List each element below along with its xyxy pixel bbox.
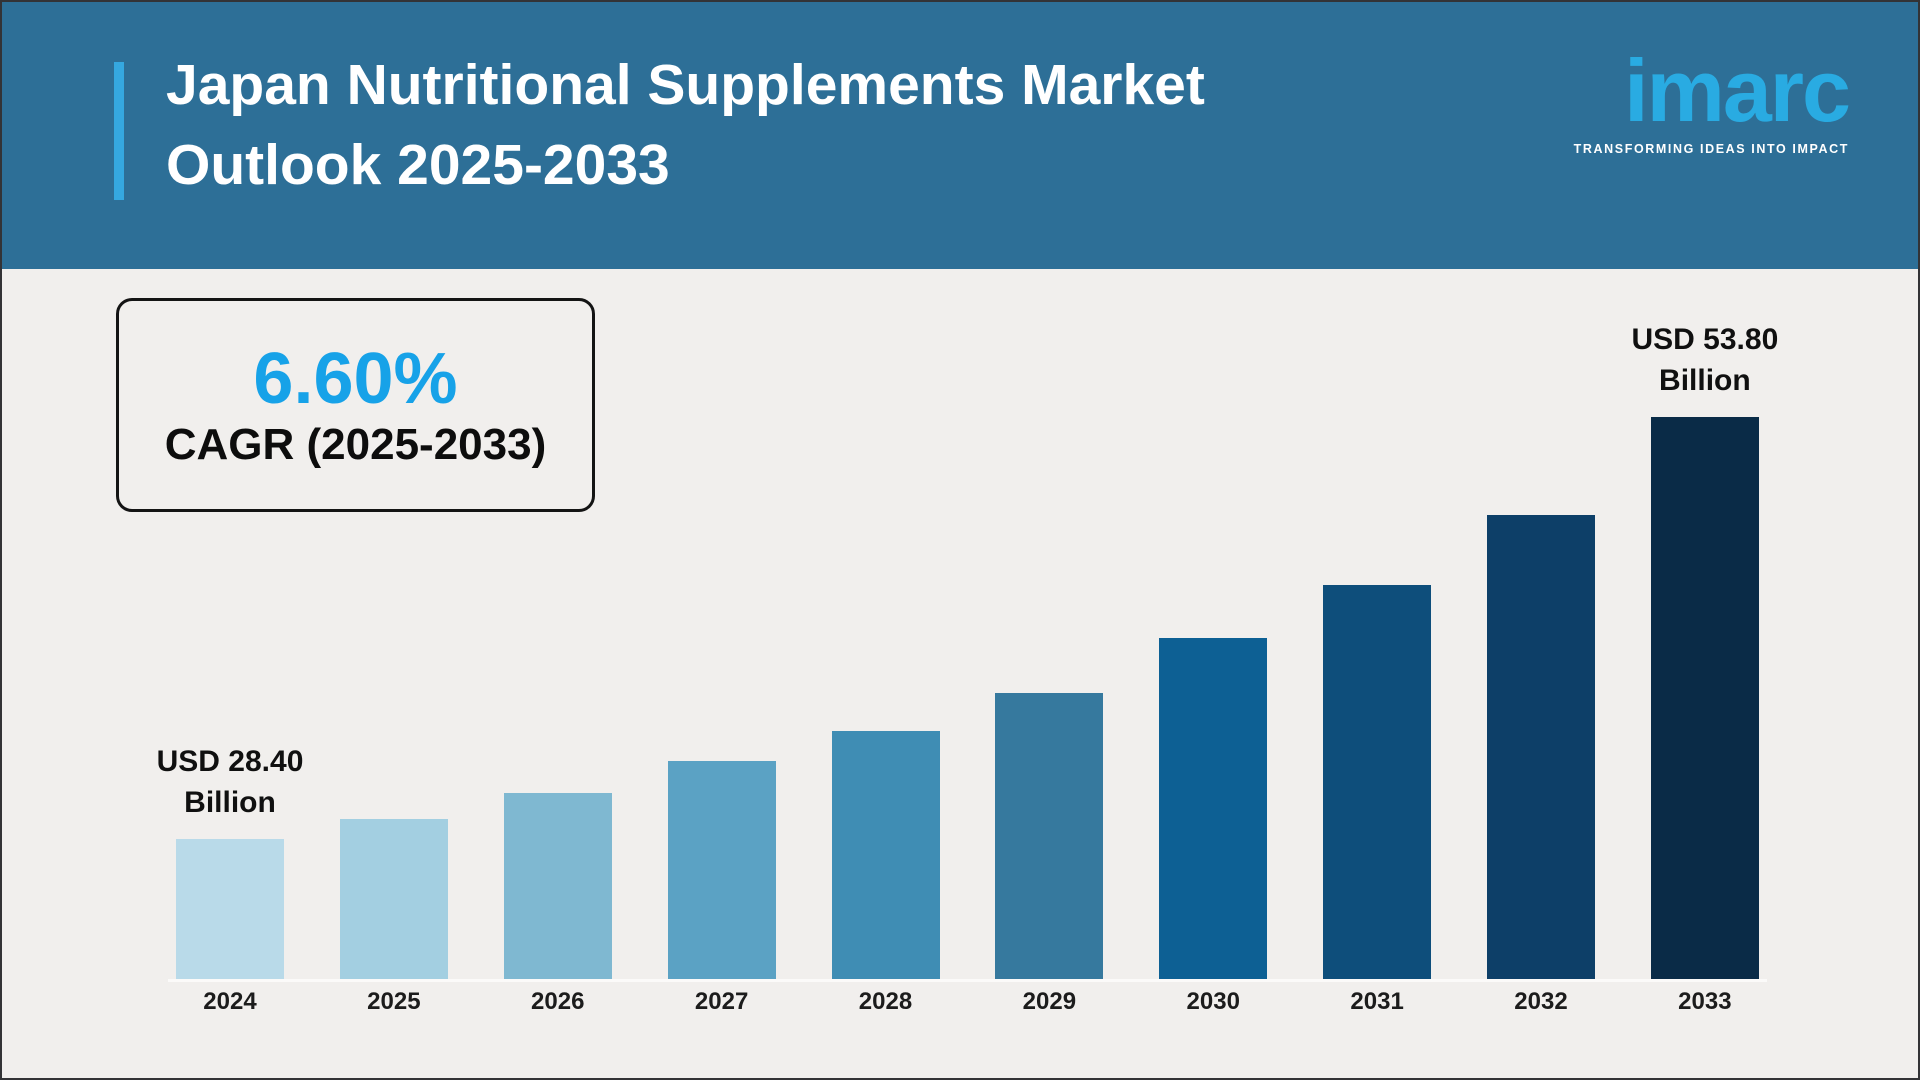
cagr-label: CAGR (2025-2033) (164, 420, 547, 469)
bar-2029 (995, 693, 1104, 980)
title-line-2: Outlook 2025-2033 (166, 132, 670, 197)
year-label-2030: 2030 (1186, 988, 1240, 1016)
header: Japan Nutritional Supplements Market Out… (2, 2, 1918, 269)
year-label-2031: 2031 (1350, 988, 1404, 1016)
bar-column-2031: 2031 (1323, 585, 1432, 1016)
bar-2032 (1487, 515, 1595, 980)
year-label-2025: 2025 (367, 988, 421, 1016)
bar-2026 (503, 793, 612, 980)
page-title: Japan Nutritional Supplements Market Out… (166, 46, 1205, 206)
bar-column-2027: 2027 (667, 761, 776, 1016)
cagr-box: 6.60% CAGR (2025-2033) (116, 298, 595, 512)
title-line-1: Japan Nutritional Supplements Market (166, 53, 1205, 117)
cagr-value: 6.60% (253, 339, 458, 419)
bar-column-2033: USD 53.80 Billion 2033 (1632, 319, 1779, 1016)
bar-column-2029: 2029 (995, 693, 1104, 1016)
year-label-2028: 2028 (858, 988, 913, 1016)
imarc-logo: imarc TRANSFORMING IDEAS INTO IMPACT (1573, 41, 1851, 156)
bar-2027 (667, 761, 776, 980)
bar-column-2024: USD 28.40 Billion 2024 (157, 741, 304, 1016)
bar-column-2032: 2032 (1487, 515, 1595, 1016)
title-accent-bar (114, 62, 124, 200)
bar-column-2030: 2030 (1159, 638, 1268, 1016)
value-annotation-2024: USD 28.40 Billion (156, 744, 304, 820)
year-label-2024: 2024 (203, 988, 257, 1016)
imarc-wordmark: imarc (1624, 41, 1851, 140)
bar-column-2028: 2028 (831, 731, 940, 1016)
bar-column-2026: 2026 (503, 793, 612, 1016)
bar-chart: USD 28.40 Billion 2024 2025 2026 2027 2028 2029… (157, 276, 1779, 1016)
bar-2024 (176, 839, 284, 980)
year-label-2027: 2027 (694, 988, 749, 1016)
year-label-2032: 2032 (1514, 988, 1568, 1016)
imarc-tagline: TRANSFORMING IDEAS INTO IMPACT (1573, 141, 1849, 156)
year-label-2026: 2026 (531, 988, 585, 1016)
year-label-2029: 2029 (1022, 988, 1077, 1016)
bar-2033 (1650, 417, 1759, 980)
year-label-2033: 2033 (1678, 988, 1732, 1016)
bar-2031 (1323, 585, 1432, 980)
bar-2028 (831, 731, 940, 980)
value-annotation-2033: USD 53.80 Billion (1631, 322, 1779, 398)
bar-column-2025: 2025 (339, 819, 448, 1016)
bar-2025 (339, 819, 448, 980)
bar-2030 (1159, 638, 1268, 980)
